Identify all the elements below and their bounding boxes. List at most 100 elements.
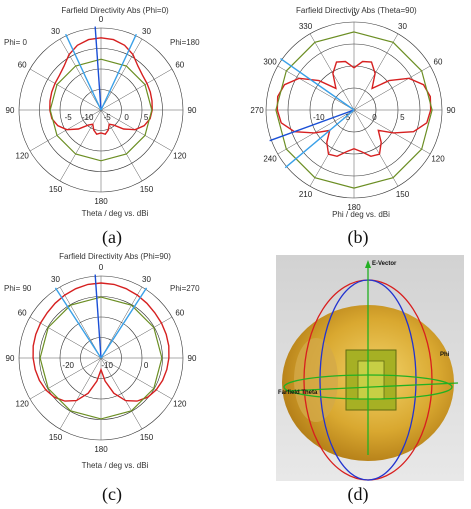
grid-spoke <box>309 33 355 111</box>
grid-spoke <box>59 357 102 430</box>
polar-chart-c: 0 30 60 90 120 150 180 150 120 90 60 30 -20 -10 0 <box>6 263 197 454</box>
radial-tick-label: -10 <box>82 113 94 122</box>
chart-title: Farfield Directivity Abs (Phi=0) <box>61 6 169 15</box>
angle-tick-label: 0 <box>352 12 357 18</box>
angle-tick-label: 30 <box>398 22 407 31</box>
beamwidth-marker <box>65 33 102 111</box>
grid-spoke <box>59 38 102 111</box>
axis-label: Phi / deg vs. dBi <box>332 210 390 219</box>
farfield-3d-scene: E-Vector Phi Farfield Theta <box>278 260 459 481</box>
angle-tick-label: 90 <box>6 354 15 363</box>
grid-spoke <box>29 68 102 111</box>
directivity-curve <box>32 282 170 402</box>
grid-spoke <box>353 109 399 187</box>
grid-spoke <box>100 109 143 182</box>
radial-tick-label: -5 <box>343 113 351 122</box>
e-vector-label: E-Vector <box>372 261 397 267</box>
angle-tick-label: 30 <box>142 275 151 284</box>
directivity-curve <box>49 37 153 136</box>
angle-tick-label: 120 <box>431 155 445 164</box>
angle-tick-label: 90 <box>6 106 15 115</box>
grid-spoke <box>100 38 143 111</box>
angle-tick-label: 90 <box>188 106 197 115</box>
angle-tick-label: 180 <box>94 445 108 454</box>
radial-tick-label: -10 <box>101 361 113 370</box>
horizontal-axis <box>285 382 459 392</box>
radial-tick-label: -10 <box>313 113 325 122</box>
beamwidth-marker <box>100 287 148 359</box>
grid-spoke <box>29 357 102 400</box>
panel-a: Farfield Directivity Abs (Phi=0) Phi= 0 … <box>0 0 235 250</box>
angle-tick-label: 150 <box>396 190 410 199</box>
panel-d: E-Vector Phi Farfield Theta <box>276 255 464 481</box>
angle-tick-label: 90 <box>188 354 197 363</box>
theta-label: Farfield Theta <box>278 390 318 396</box>
grid-spoke <box>29 316 102 359</box>
radial-tick-label: 0 <box>144 361 149 370</box>
grid-spoke <box>309 109 355 187</box>
grid-spoke <box>353 65 431 111</box>
polar-chart-b: 0 30 60 90 120 150 180 210 240 270 300 330 -10 -5 0 5 <box>250 12 456 212</box>
grid-spoke <box>100 68 173 111</box>
main-lobe-marker <box>94 274 102 359</box>
angle-tick-label: 60 <box>18 309 27 318</box>
caption-c: (c) <box>102 484 122 504</box>
grid-spoke <box>353 33 399 111</box>
grid-spoke <box>100 357 173 400</box>
reference-circle <box>39 296 163 420</box>
angle-tick-label: 30 <box>51 275 60 284</box>
angle-tick-label: 60 <box>175 61 184 70</box>
angle-tick-label: 30 <box>51 27 60 36</box>
main-lobe-marker <box>269 109 355 142</box>
angle-tick-label: 330 <box>299 22 313 31</box>
angle-tick-label: 150 <box>49 185 63 194</box>
angle-tick-label: 150 <box>140 185 154 194</box>
grid-spoke <box>29 109 102 152</box>
panel-c: Farfield Directivity Abs (Phi=90) Phi= 9… <box>0 250 235 480</box>
e-vector-arrow-icon <box>365 260 371 268</box>
caption-b: (b) <box>347 227 369 247</box>
angle-tick-label: 150 <box>140 433 154 442</box>
chart-title: Farfield Directivity Abs (Theta=90) <box>296 6 417 15</box>
grid-spoke <box>59 286 102 359</box>
reference-circle <box>275 31 433 189</box>
directivity-curve <box>276 60 432 158</box>
axis-label: Theta / deg vs. dBi <box>81 461 149 470</box>
angle-tick-label: 30 <box>142 27 151 36</box>
beamwidth-marker <box>284 109 355 169</box>
radial-tick-label: -5 <box>104 113 112 122</box>
radial-tick-label: 5 <box>144 113 149 122</box>
left-label: Phi= 0 <box>4 38 27 47</box>
angle-tick-label: 60 <box>18 61 27 70</box>
angle-tick-label: 120 <box>16 152 30 161</box>
radial-tick-label: -5 <box>65 113 73 122</box>
angle-tick-label: 60 <box>175 309 184 318</box>
grid-spoke <box>59 109 102 182</box>
angle-tick-label: 150 <box>49 433 63 442</box>
grid-spoke <box>100 357 143 430</box>
angle-tick-label: 120 <box>173 400 187 409</box>
reference-circle <box>49 58 153 162</box>
phi-label: Phi <box>440 352 450 358</box>
main-lobe-marker <box>94 26 102 111</box>
angle-tick-label: 240 <box>263 155 277 164</box>
beamwidth-marker <box>100 33 137 111</box>
angle-tick-label: 120 <box>16 400 30 409</box>
left-label: Phi= 90 <box>4 284 32 293</box>
antenna-patch <box>357 360 385 400</box>
radial-tick-label: 5 <box>400 113 405 122</box>
beamwidth-marker <box>54 287 102 359</box>
grid-spoke <box>100 286 143 359</box>
caption-a: (a) <box>102 227 122 247</box>
angle-tick-label: 60 <box>434 58 443 67</box>
angle-tick-label: 270 <box>250 106 264 115</box>
axis-label: Theta / deg vs. dBi <box>81 209 149 218</box>
grid-spoke <box>277 65 355 111</box>
caption-d: (d) <box>347 484 369 504</box>
right-label: Phi=270 <box>170 284 200 293</box>
grid-spoke <box>100 109 173 152</box>
angle-tick-label: 210 <box>299 190 313 199</box>
beamwidth-marker <box>280 57 355 111</box>
panel-b: Farfield Directivity Abs (Theta=90) 0 30 6… <box>236 0 471 250</box>
angle-tick-label: 0 <box>99 263 104 272</box>
